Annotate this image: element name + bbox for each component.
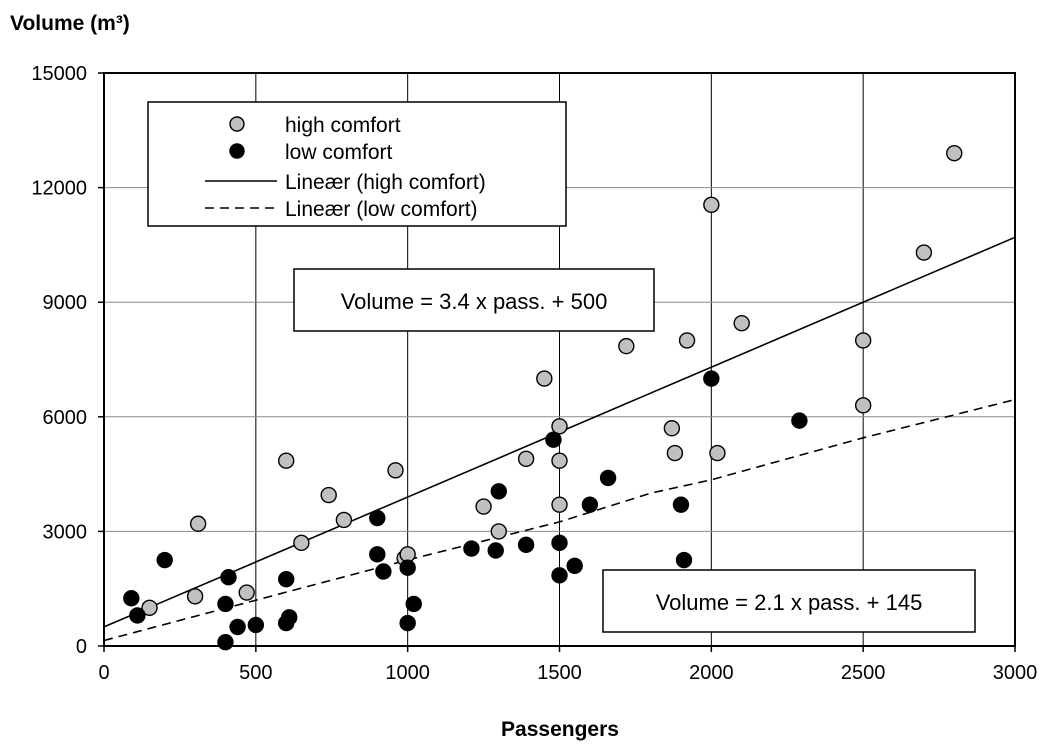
high-comfort-point — [854, 397, 872, 414]
low-comfort-point — [675, 551, 693, 569]
high-comfort-point — [387, 462, 404, 479]
low-comfort-point — [217, 633, 234, 651]
low-comfort-point — [405, 595, 422, 613]
high-comfort-point — [551, 496, 568, 513]
data-points — [123, 145, 963, 651]
low-comfort-point — [399, 559, 416, 576]
low-comfort-point — [369, 509, 386, 527]
low-comfort-point — [545, 431, 562, 448]
high-comfort-point — [663, 420, 681, 437]
x-tick-label: 0 — [98, 662, 109, 684]
y-tick-label: 0 — [76, 636, 87, 658]
x-tick-label: 2500 — [841, 662, 886, 684]
legend-label-linear-high: Lineær (high comfort) — [285, 171, 486, 194]
high-comfort-point — [678, 332, 696, 349]
annotation-low-text: Volume = 2.1 x pass. + 145 — [656, 590, 923, 615]
x-axis-title: Passengers — [501, 718, 619, 741]
y-tick-label: 12000 — [31, 178, 87, 200]
low-comfort-point — [551, 567, 568, 584]
high-comfort-point — [335, 511, 353, 529]
low-comfort-point — [220, 569, 237, 586]
annotation-low-comfort-equation: Volume = 2.1 x pass. + 145 — [602, 569, 976, 633]
low-comfort-point — [375, 563, 392, 580]
x-tick-label: 3000 — [993, 662, 1038, 684]
legend-low-comfort-marker — [229, 143, 245, 159]
low-comfort-point — [551, 534, 568, 552]
low-comfort-point — [217, 595, 234, 613]
low-comfort-point — [517, 536, 535, 553]
high-comfort-point — [551, 452, 568, 469]
legend-label-low-comfort: low comfort — [285, 141, 393, 164]
high-comfort-point — [551, 418, 568, 435]
low-comfort-point — [123, 590, 140, 607]
high-comfort-point — [915, 244, 933, 261]
axis-ticks: 0 500 1000 1500 2000 2500 3000 0 3000 6000 9000 120… — [31, 63, 1037, 684]
trendline-low-comfort — [103, 398, 1016, 642]
low-comfort-point — [490, 483, 507, 500]
low-comfort-point — [278, 570, 295, 588]
high-comfort-point — [475, 498, 492, 515]
legend-label-high-comfort: high comfort — [285, 114, 401, 137]
high-comfort-point — [536, 370, 553, 387]
low-comfort-point — [672, 496, 690, 513]
low-comfort-point — [599, 469, 617, 487]
high-comfort-point — [854, 332, 872, 349]
high-comfort-point — [703, 196, 720, 213]
legend-label-linear-low: Lineær (low comfort) — [285, 198, 478, 221]
high-comfort-point — [278, 452, 295, 469]
low-comfort-point — [156, 551, 173, 569]
high-comfort-point — [490, 523, 507, 540]
low-comfort-point — [281, 609, 298, 626]
high-comfort-point — [666, 444, 684, 462]
high-comfort-point — [946, 145, 963, 162]
low-comfort-point — [581, 496, 599, 513]
low-comfort-point — [369, 546, 386, 563]
high-comfort-point — [709, 444, 726, 462]
legend: high comfort low comfort Lineær (high co… — [147, 101, 567, 227]
annotation-high-text: Volume = 3.4 x pass. + 500 — [341, 289, 608, 314]
x-tick-label: 2000 — [689, 662, 734, 684]
low-comfort-point — [703, 370, 720, 387]
high-comfort-point — [320, 486, 337, 504]
y-tick-label: 6000 — [43, 407, 88, 429]
high-comfort-point — [517, 450, 535, 468]
high-comfort-point — [141, 599, 158, 616]
legend-high-comfort-marker — [229, 116, 245, 132]
high-comfort-point — [618, 337, 635, 355]
low-comfort-point — [463, 540, 480, 557]
high-comfort-point — [238, 584, 255, 601]
high-comfort-point — [733, 315, 750, 332]
high-comfort-point — [293, 534, 310, 552]
low-comfort-point — [247, 616, 265, 634]
legend-box — [147, 101, 567, 227]
y-tick-label: 3000 — [43, 521, 88, 543]
high-comfort-point — [186, 588, 204, 605]
low-comfort-point — [129, 607, 146, 624]
high-comfort-point — [189, 515, 207, 532]
x-tick-label: 1000 — [385, 662, 430, 684]
low-comfort-point — [399, 614, 416, 632]
annotation-high-comfort-equation: Volume = 3.4 x pass. + 500 — [293, 268, 655, 332]
x-tick-label: 500 — [239, 662, 272, 684]
low-comfort-point — [229, 618, 246, 636]
low-comfort-point — [487, 542, 504, 559]
low-comfort-point — [566, 557, 583, 574]
y-tick-label: 9000 — [43, 292, 88, 314]
y-axis-title: Volume (m³) — [10, 12, 130, 35]
y-tick-label: 15000 — [31, 63, 87, 85]
low-comfort-point — [791, 412, 808, 429]
x-tick-label: 1500 — [537, 662, 582, 684]
